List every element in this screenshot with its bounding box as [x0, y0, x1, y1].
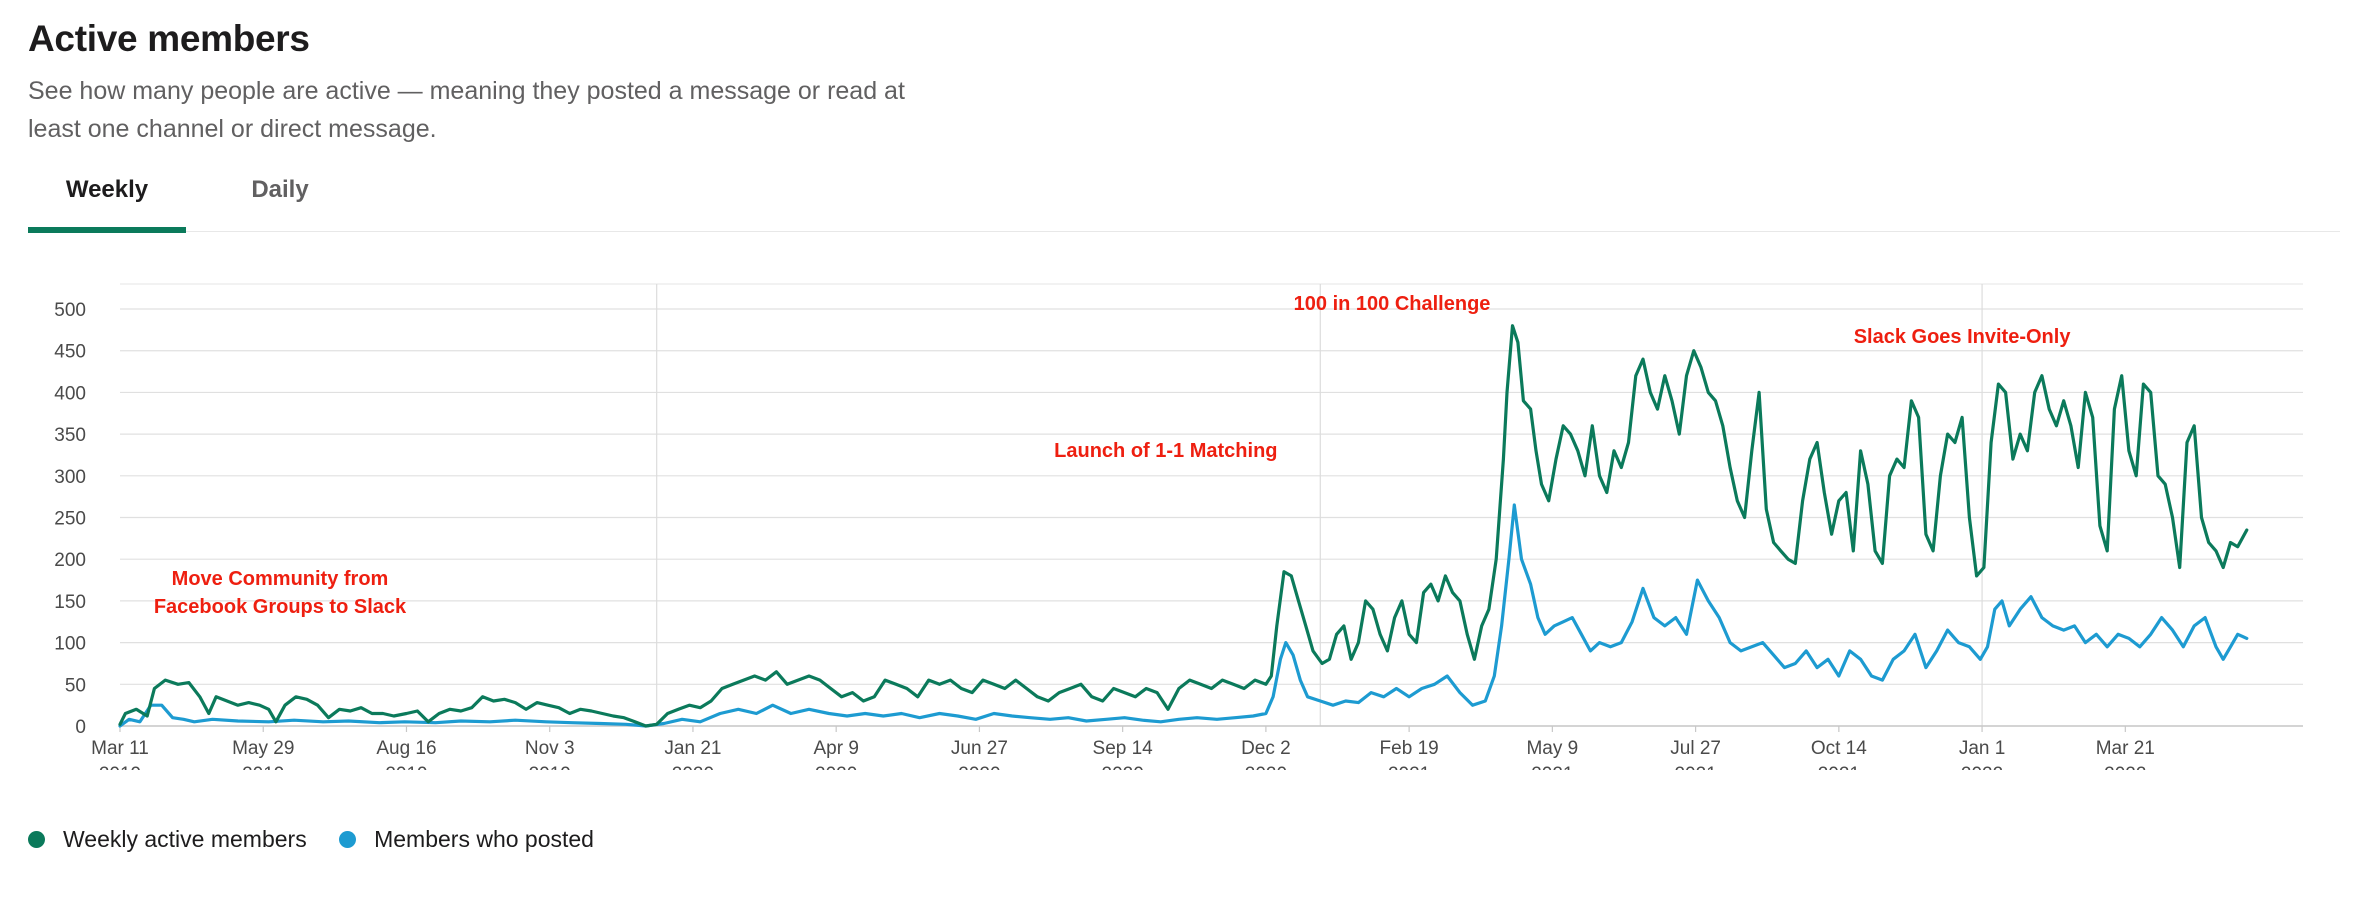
- x-tick-label: Aug 16: [376, 738, 436, 759]
- y-tick-label: 0: [75, 717, 86, 738]
- x-tick-label: May 29: [232, 738, 294, 759]
- legend-item-members-posted[interactable]: Members who posted: [339, 826, 594, 853]
- y-tick-label: 400: [54, 383, 86, 404]
- x-tick-year-label: 2021: [1531, 764, 1573, 770]
- x-tick-year-label: 2022: [2104, 764, 2146, 770]
- chart-legend: Weekly active members Members who posted: [28, 826, 620, 854]
- x-tick-year-label: 2020: [1102, 764, 1144, 770]
- legend-dot-weekly-active: [28, 831, 45, 848]
- chart-annotation: Launch of 1-1 Matching: [1054, 440, 1277, 462]
- x-tick-year-label: 2021: [1674, 764, 1716, 770]
- y-tick-label: 50: [65, 675, 86, 696]
- x-tick-label: Jun 27: [951, 738, 1008, 759]
- y-tick-label: 100: [54, 634, 86, 655]
- y-tick-label: 200: [54, 550, 86, 571]
- chart-axes: 0 50 100 150 200 250 300 350 400 450 500 Mar 11 2019…: [54, 300, 2303, 770]
- x-tick-year-label: 2020: [958, 764, 1000, 770]
- chart-annotations: Move Community from Facebook Groups to Sl…: [154, 293, 2071, 618]
- x-tick-year-label: 2020: [815, 764, 857, 770]
- chart-annotation: Facebook Groups to Slack: [154, 596, 407, 618]
- tab-daily[interactable]: Daily: [200, 165, 360, 227]
- series-line-weekly-active-members: [118, 324, 2249, 728]
- legend-item-weekly-active[interactable]: Weekly active members: [28, 826, 307, 853]
- legend-label-weekly-active: Weekly active members: [63, 826, 307, 852]
- x-tick-label: May 9: [1526, 738, 1578, 759]
- x-tick-year-label: 2019: [99, 764, 141, 770]
- x-tick-year-label: 2019: [529, 764, 571, 770]
- x-tick-year-label: 2019: [242, 764, 284, 770]
- x-tick-label: Mar 11: [91, 738, 149, 759]
- x-tick-year-label: 2022: [1961, 764, 2003, 770]
- chart-annotation: Slack Goes Invite-Only: [1854, 326, 2072, 348]
- y-tick-label: 300: [54, 467, 86, 488]
- tab-daily-label: Daily: [251, 176, 309, 203]
- x-tick-year-label: 2021: [1388, 764, 1430, 770]
- x-tick-label: Jul 27: [1670, 738, 1721, 759]
- chart-series: [118, 324, 2249, 728]
- x-tick-label: Jan 21: [664, 738, 721, 759]
- x-tick-label: Apr 9: [813, 738, 858, 759]
- y-tick-label: 500: [54, 300, 86, 321]
- x-tick-year-label: 2020: [1245, 764, 1287, 770]
- series-line-members-who-posted: [118, 503, 2249, 728]
- x-tick-year-label: 2021: [1818, 764, 1860, 770]
- x-tick-label: Dec 2: [1241, 738, 1291, 759]
- x-tick-label: Feb 19: [1380, 738, 1439, 759]
- x-tick-label: Nov 3: [525, 738, 575, 759]
- x-tick-label: Oct 14: [1811, 738, 1867, 759]
- y-tick-label: 250: [54, 509, 86, 530]
- x-tick-label: Sep 14: [1093, 738, 1154, 759]
- y-tick-label: 450: [54, 342, 86, 363]
- x-tick-year-label: 2019: [385, 764, 427, 770]
- chart-grid: [120, 283, 2303, 727]
- x-tick-year-label: 2020: [672, 764, 714, 770]
- active-members-chart: 0 50 100 150 200 250 300 350 400 450 500 Mar 11 2019…: [54, 283, 2303, 770]
- page-subtitle: See how many people are active — meaning…: [28, 77, 905, 143]
- tab-weekly[interactable]: Weekly: [28, 165, 186, 233]
- header: Active members See how many people are a…: [28, 18, 2328, 148]
- legend-dot-members-posted: [339, 831, 357, 848]
- x-tick-label: Mar 21: [2096, 738, 2155, 759]
- page-title: Active members: [28, 18, 310, 59]
- y-tick-label: 150: [54, 592, 86, 613]
- chart-annotation: 100 in 100 Challenge: [1294, 293, 1491, 315]
- y-tick-label: 350: [54, 425, 86, 446]
- tab-weekly-label: Weekly: [65, 176, 149, 203]
- tab-bar: Weekly Daily: [28, 165, 2340, 233]
- x-tick-label: Jan 1: [1959, 738, 2005, 759]
- legend-label-members-posted: Members who posted: [374, 826, 594, 852]
- chart-annotation: Move Community from: [172, 568, 389, 590]
